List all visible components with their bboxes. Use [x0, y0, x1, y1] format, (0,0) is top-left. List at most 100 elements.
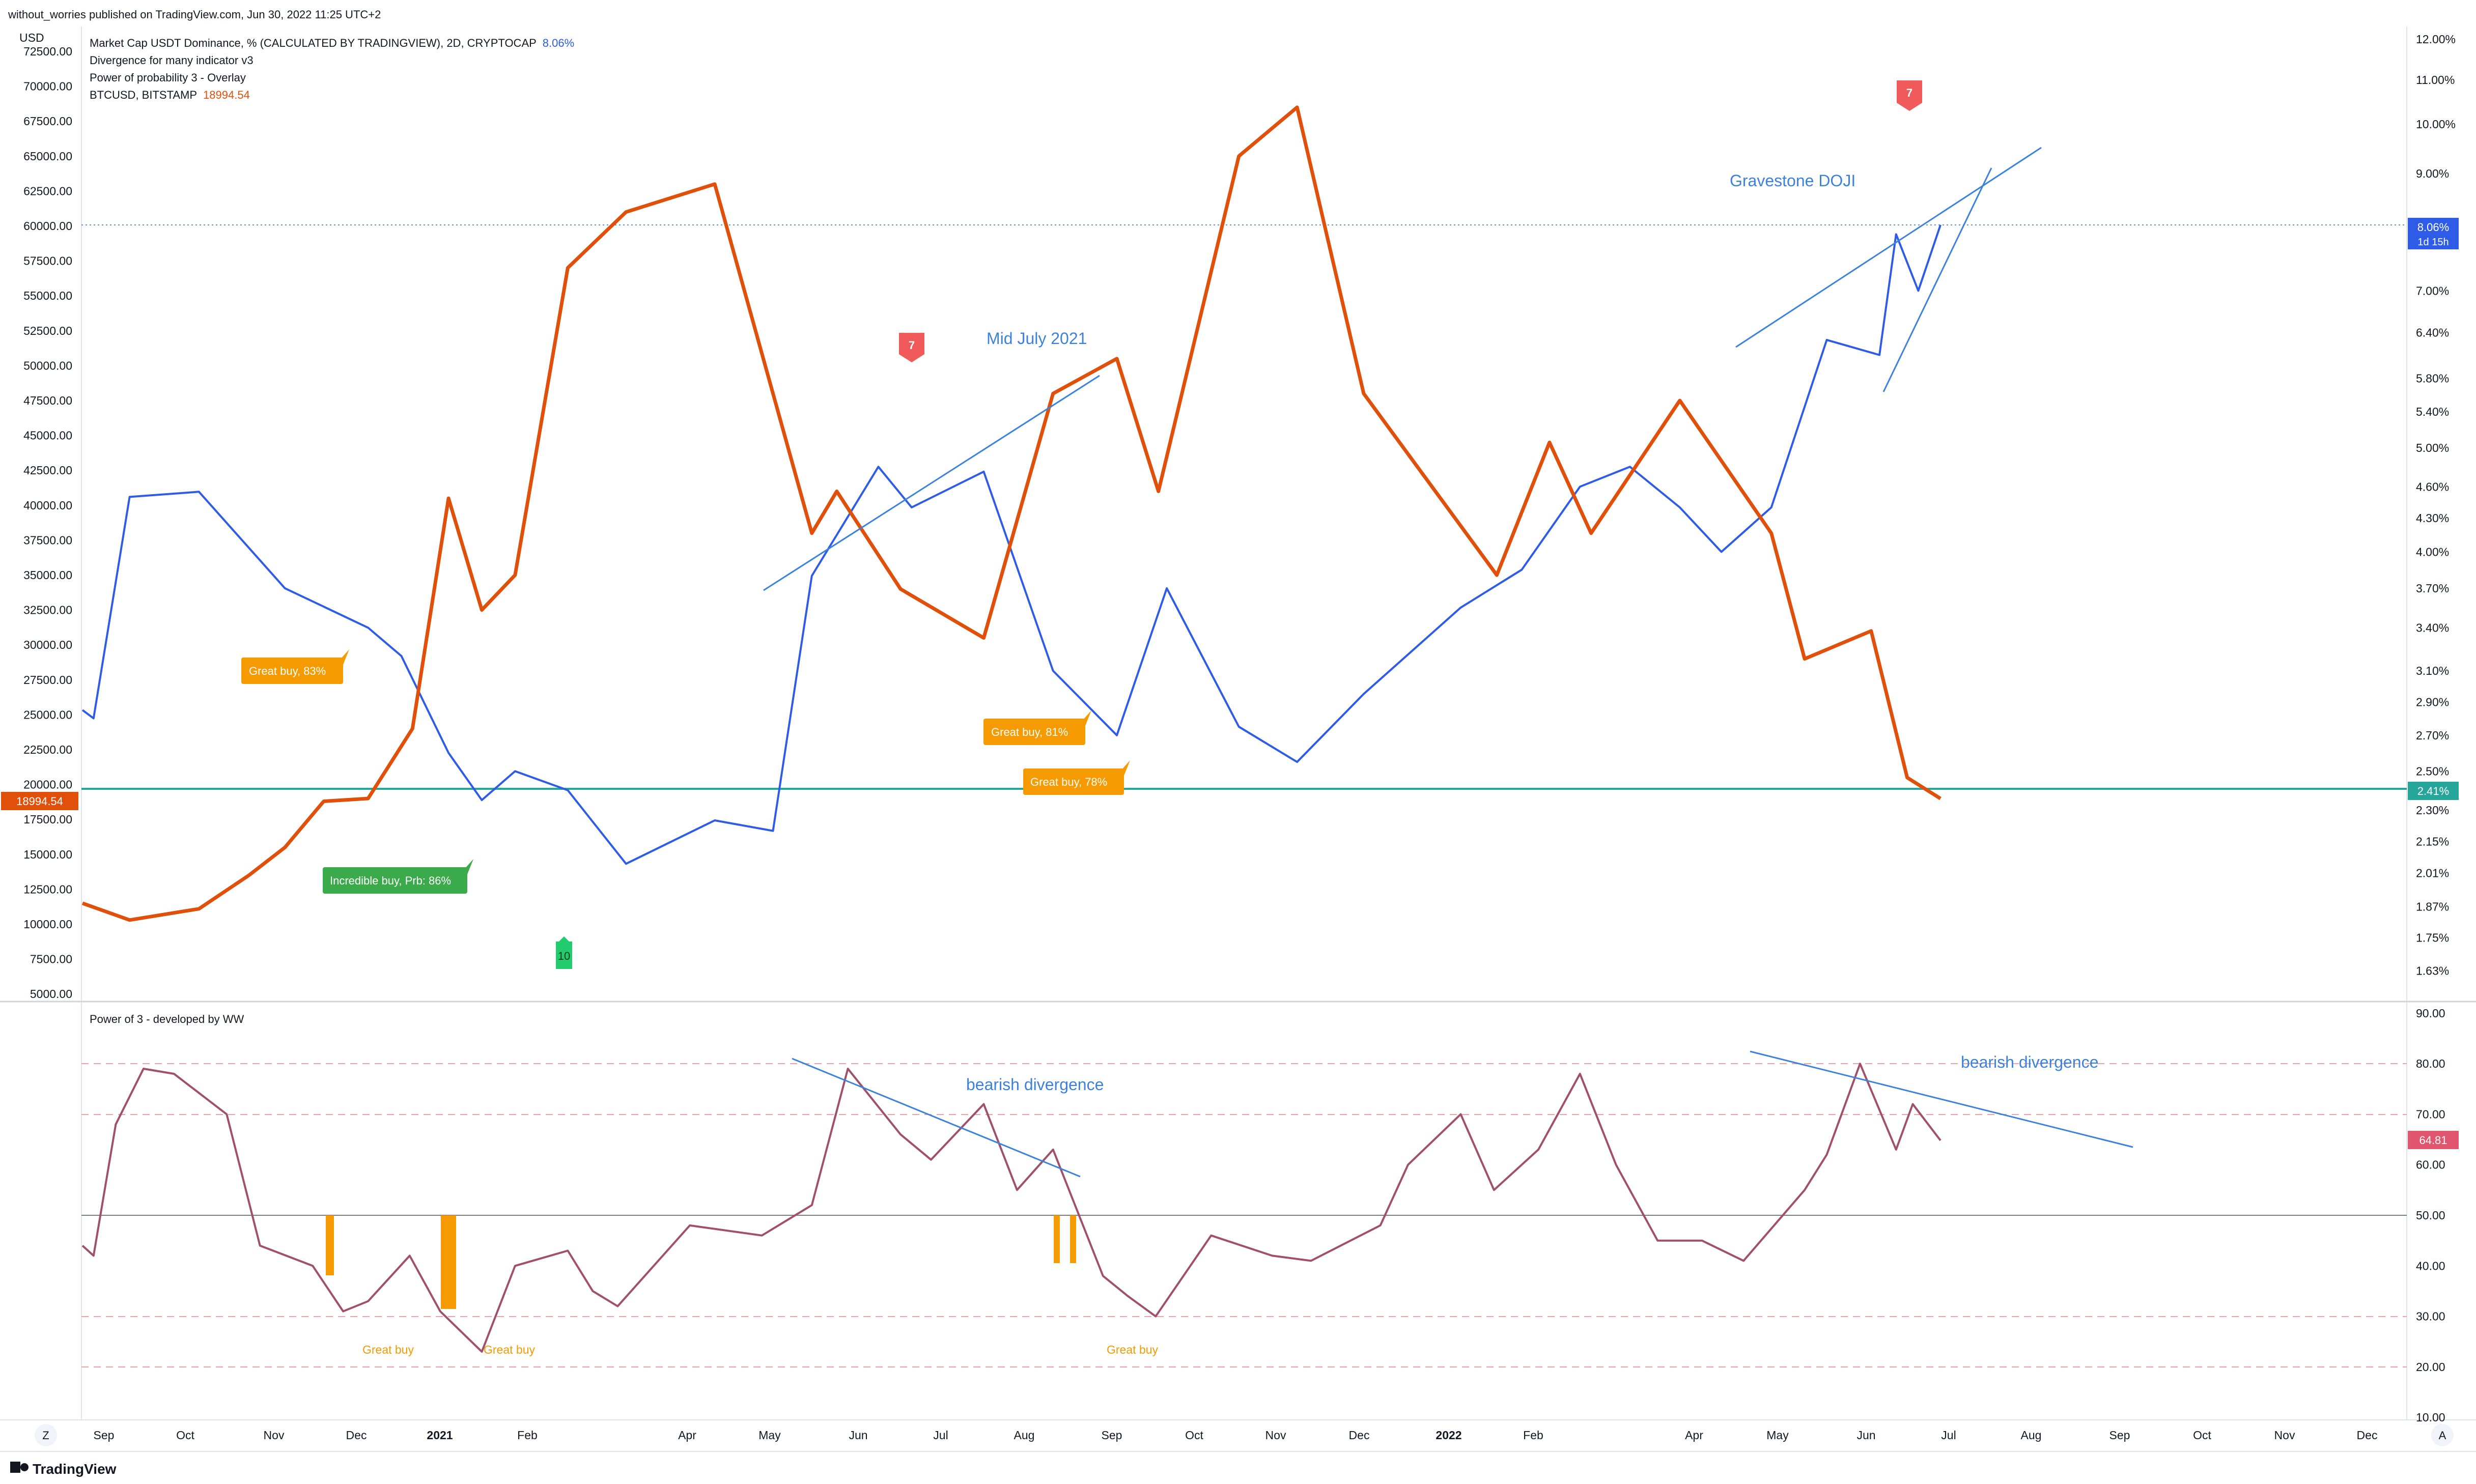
- right-tick-label: 6.40%: [2416, 326, 2449, 339]
- signal-great-buy-81[interactable]: Great buy, 81%: [983, 710, 1091, 745]
- left-tick-label: 60000.00: [23, 219, 72, 233]
- right-tick-label: 4.60%: [2416, 480, 2449, 493]
- bearish-divergence-label-1[interactable]: bearish divergence: [966, 1075, 1104, 1094]
- sub-tick-label: 60.00: [2416, 1158, 2445, 1172]
- left-tick-label: 22500.00: [23, 743, 72, 756]
- count-tag-buy[interactable]: 10: [556, 936, 572, 969]
- right-tick-label: 4.00%: [2416, 545, 2449, 558]
- right-tick-label: 1.87%: [2416, 900, 2449, 914]
- legend-divergence-title: Divergence for many indicator v3: [90, 54, 254, 67]
- sub-pane-title: Power of 3 - developed by WW: [90, 1013, 244, 1025]
- right-tick-label: 2.50%: [2416, 764, 2449, 778]
- reset-zoom-button[interactable]: Z: [35, 1424, 57, 1446]
- left-tick-label: 62500.00: [23, 184, 72, 197]
- left-axis-unit: USD: [19, 31, 44, 44]
- left-tick-label: 32500.00: [23, 604, 72, 617]
- time-tick-label: Jul: [933, 1429, 948, 1442]
- signal-great-buy-83[interactable]: Great buy, 83%: [241, 649, 349, 684]
- count-tag-label: 7: [909, 339, 915, 352]
- trendline-mid-july[interactable]: [763, 375, 1100, 591]
- legend-probability-title: Power of probability 3 - Overlay: [90, 71, 246, 84]
- divergence-line-1[interactable]: [792, 1058, 1081, 1178]
- left-tick-label: 52500.00: [23, 324, 72, 337]
- left-tick-label: 15000.00: [23, 848, 72, 861]
- sub-pane-axis: 90.00 80.00 70.00 60.00 50.00 40.00 30.00 20.00…: [2416, 1007, 2445, 1424]
- svg-text:A: A: [2439, 1429, 2446, 1442]
- annotation-mid-july[interactable]: Mid July 2021: [987, 329, 1087, 348]
- support-level-tag: 2.41%: [2408, 782, 2459, 800]
- trendline-gravestone-upper[interactable]: [1735, 147, 2042, 348]
- svg-text:TradingView: TradingView: [33, 1461, 117, 1477]
- right-tick-label: 10.00%: [2416, 118, 2456, 131]
- right-tick-label: 9.00%: [2416, 167, 2449, 180]
- right-tick-label: 2.15%: [2416, 835, 2449, 848]
- power-of-3-line: [81, 1063, 1942, 1353]
- time-tick-label: Dec: [346, 1429, 367, 1442]
- signal-label: Great buy, 78%: [1030, 776, 1107, 788]
- right-tick-label: 5.40%: [2416, 405, 2449, 418]
- time-tick-label: Dec: [1349, 1429, 1370, 1442]
- signal-label: Incredible buy, Prb: 86%: [330, 874, 451, 887]
- left-tick-label: 7500.00: [30, 953, 72, 966]
- left-tick-label: 10000.00: [23, 918, 72, 931]
- great-buy-label: Great buy: [484, 1343, 535, 1356]
- right-tick-label: 1.75%: [2416, 931, 2449, 944]
- left-tick-label: 37500.00: [23, 533, 72, 547]
- count-tag-sell-2[interactable]: 7: [1897, 80, 1922, 111]
- left-tick-label: 12500.00: [23, 882, 72, 896]
- signal-label: Great buy, 81%: [991, 726, 1068, 738]
- svg-text:1d 15h: 1d 15h: [2417, 237, 2449, 248]
- sub-tick-label: 50.00: [2416, 1209, 2445, 1222]
- tradingview-logo[interactable]: TradingView: [10, 1461, 117, 1477]
- right-tick-label: 2.90%: [2416, 695, 2449, 708]
- time-tick-label: Aug: [2021, 1429, 2042, 1442]
- left-tick-label: 70000.00: [23, 80, 72, 93]
- legend-btc-value: 18994.54: [203, 89, 250, 101]
- sub-tick-label: 20.00: [2416, 1360, 2445, 1374]
- left-tick-label: 55000.00: [23, 289, 72, 302]
- divergence-line-2[interactable]: [1750, 1050, 2133, 1148]
- left-tick-label: 40000.00: [23, 499, 72, 512]
- usdt-dominance-tag: 8.06% 1d 15h: [2408, 218, 2459, 249]
- time-tick-label: Aug: [1014, 1429, 1035, 1442]
- great-buy-bar: [326, 1215, 334, 1275]
- svg-text:8.06%: 8.06%: [2417, 221, 2449, 234]
- right-tick-label: 2.01%: [2416, 866, 2449, 879]
- signal-incredible-buy-86[interactable]: Incredible buy, Prb: 86%: [323, 859, 473, 894]
- time-tick-label: Sep: [2109, 1429, 2130, 1442]
- auto-scale-button[interactable]: A: [2431, 1424, 2454, 1446]
- left-tick-label: 25000.00: [23, 708, 72, 721]
- right-tick-label: 7.00%: [2416, 284, 2449, 297]
- time-tick-label: Jun: [849, 1429, 867, 1442]
- time-tick-label: Jun: [1856, 1429, 1875, 1442]
- bearish-divergence-label-2[interactable]: bearish divergence: [1961, 1053, 2098, 1071]
- left-tick-label: 72500.00: [23, 45, 72, 58]
- sub-tick-label: 80.00: [2416, 1057, 2445, 1070]
- right-tick-label: 5.80%: [2416, 372, 2449, 385]
- signal-label: Great buy, 83%: [249, 665, 326, 677]
- left-tick-label: 5000.00: [30, 987, 72, 1001]
- count-tag-sell-1[interactable]: 7: [899, 333, 924, 362]
- right-tick-label: 3.10%: [2416, 664, 2449, 677]
- time-tick-label: Jul: [1941, 1429, 1956, 1442]
- right-tick-label: 2.70%: [2416, 729, 2449, 742]
- svg-text:Z: Z: [42, 1429, 49, 1442]
- time-tick-label: Feb: [517, 1429, 538, 1442]
- time-tick-label: Sep: [1102, 1429, 1122, 1442]
- annotation-gravestone-doji[interactable]: Gravestone DOJI: [1730, 172, 1855, 190]
- left-tick-label: 67500.00: [23, 115, 72, 128]
- left-tick-label: 27500.00: [23, 673, 72, 687]
- signal-great-buy-78[interactable]: Great buy, 78%: [1023, 760, 1130, 795]
- sub-tick-label: 90.00: [2416, 1007, 2445, 1020]
- trendline-gravestone-lower[interactable]: [1882, 167, 1992, 392]
- sub-tick-label: 10.00: [2416, 1411, 2445, 1424]
- left-tick-label: 30000.00: [23, 638, 72, 651]
- time-tick-label: Dec: [2357, 1429, 2378, 1442]
- time-tick-label: Apr: [678, 1429, 696, 1442]
- time-tick-label: Oct: [2193, 1429, 2211, 1442]
- right-tick-label: 1.63%: [2416, 964, 2449, 978]
- left-tick-label: 57500.00: [23, 254, 72, 268]
- svg-text:2.41%: 2.41%: [2417, 785, 2449, 797]
